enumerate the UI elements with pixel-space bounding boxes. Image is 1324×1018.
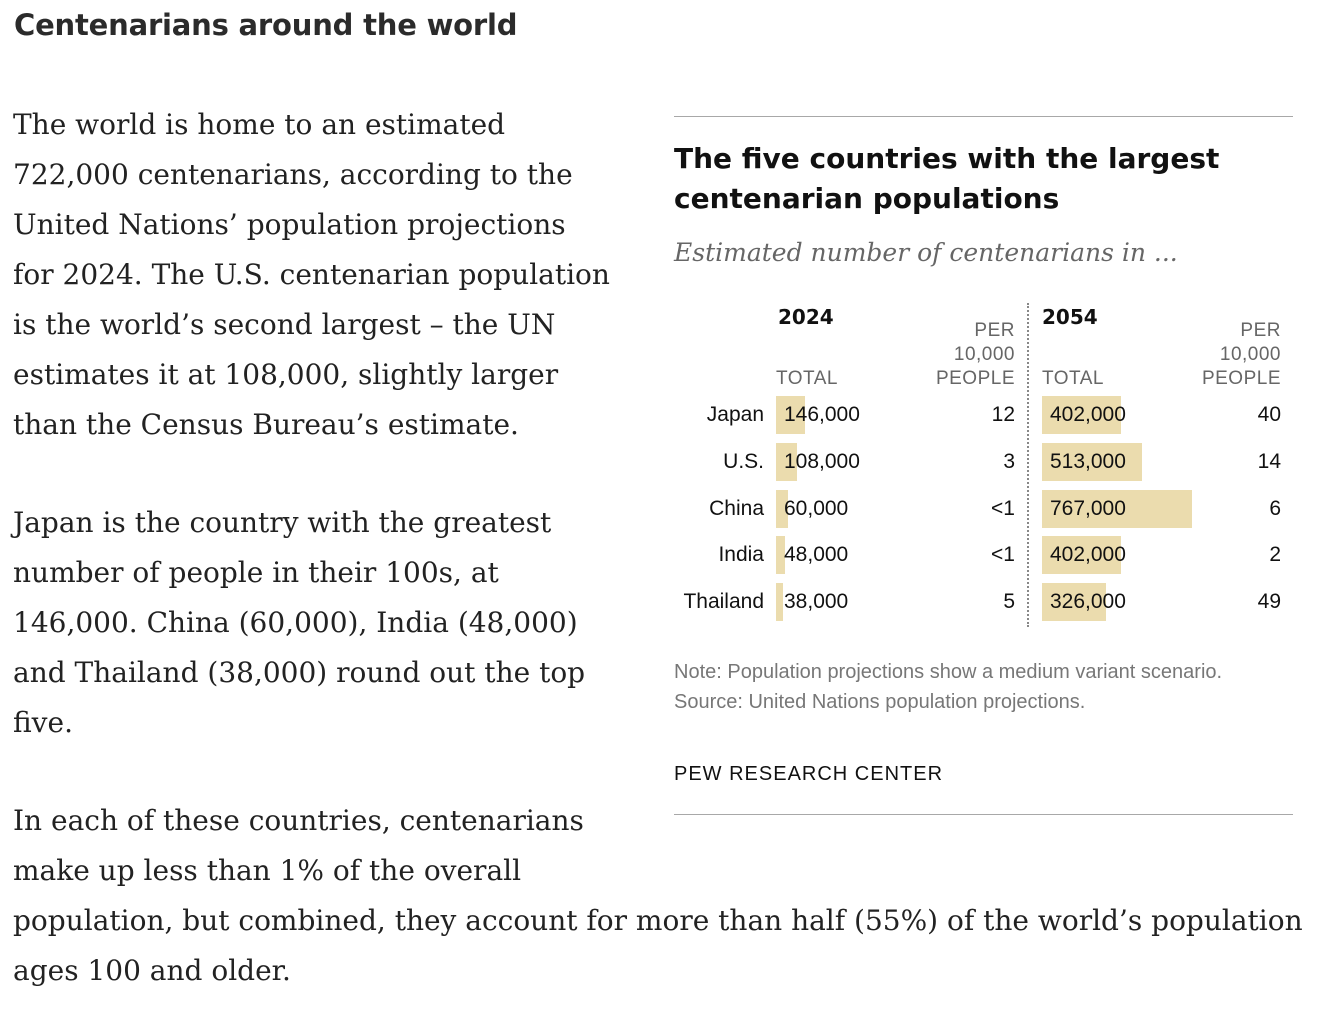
value-label-2024: 48,000: [784, 543, 849, 567]
per-10000-2054: 40: [1257, 403, 1281, 426]
value-label-2054: 402,000: [1050, 403, 1126, 426]
value-label-2054: 402,000: [1050, 543, 1126, 567]
chart-credit: PEW RESEARCH CENTER: [674, 763, 944, 785]
total-header-2024: TOTAL: [776, 368, 838, 389]
per-header-2054: PER 10,000 PEOPLE: [1171, 319, 1281, 391]
country-label: Japan: [706, 403, 764, 426]
chart-figure: The five countries with the largest cent…: [674, 116, 1293, 815]
per-10000-2054: 2: [1269, 543, 1281, 567]
per-10000-2054: 49: [1257, 590, 1281, 614]
per-10000-2054: 6: [1269, 496, 1281, 520]
paragraph-2: Japan is the country with the greatest n…: [13, 506, 586, 739]
country-label: Thailand: [683, 590, 764, 614]
per-10000-2024: <1: [991, 543, 1015, 567]
per-header-line: PER: [974, 320, 1015, 341]
country-label: India: [718, 543, 764, 567]
article-body: The world is home to an estimated 722,00…: [13, 100, 1303, 996]
chart-source: Source: United Nations population projec…: [674, 691, 1086, 713]
chart-title: The five countries with the largest cent…: [674, 142, 1220, 215]
per-10000-2024: <1: [991, 496, 1015, 520]
per-10000-2024: 12: [991, 403, 1015, 426]
country-label: U.S.: [723, 449, 764, 473]
per-header-line: PEOPLE: [935, 368, 1015, 389]
panel-divider: [1027, 303, 1029, 627]
bar-2054-china: [1042, 489, 1192, 528]
per-10000-2024: 3: [1003, 449, 1015, 473]
bar-2054-us: [1042, 442, 1143, 481]
per-10000-2024: 5: [1003, 590, 1015, 614]
value-label-2024: 60,000: [784, 496, 849, 520]
chart-note: Note: Population projections show a medi…: [674, 661, 1223, 683]
paragraph-3: In each of these countries, centenarians…: [13, 804, 1303, 987]
bar-2024-china: [776, 489, 788, 528]
value-label-2054: 767,000: [1050, 496, 1126, 520]
per-header-line: PEOPLE: [1201, 368, 1281, 389]
bar-2024-thailand: [776, 583, 784, 622]
bar-2024-us: [776, 442, 798, 481]
chart-subtitle: Estimated number of centenarians in ...: [674, 238, 1178, 267]
bar-2024-japan: [776, 396, 805, 434]
country-label: China: [709, 496, 764, 520]
chart-notes: Note: Population projections show a medi…: [674, 657, 1234, 717]
per-10000-2054: 14: [1257, 449, 1281, 473]
value-label-2024: 38,000: [784, 590, 849, 614]
bar-2054-thailand: [1042, 583, 1106, 622]
value-label-2054: 326,000: [1050, 590, 1126, 614]
bar-2054-india: [1042, 536, 1121, 575]
value-label-2024: 146,000: [784, 403, 860, 426]
page-heading: Centenarians around the world: [14, 8, 518, 42]
per-header-line: PER: [1240, 320, 1281, 341]
value-label-2024: 108,000: [784, 449, 860, 473]
year-label-2054: 2054: [1042, 305, 1098, 329]
total-header-2054: TOTAL: [1042, 368, 1104, 389]
per-header-2024: PER 10,000 PEOPLE: [905, 319, 1015, 391]
value-label-2054: 513,000: [1050, 449, 1126, 473]
per-header-line: 10,000: [953, 344, 1015, 365]
year-label-2024: 2024: [778, 305, 834, 329]
bar-2024-india: [776, 536, 786, 575]
paragraph-1: The world is home to an estimated 722,00…: [13, 108, 610, 441]
bar-2054-japan: [1042, 396, 1121, 434]
per-header-line: 10,000: [1219, 344, 1281, 365]
